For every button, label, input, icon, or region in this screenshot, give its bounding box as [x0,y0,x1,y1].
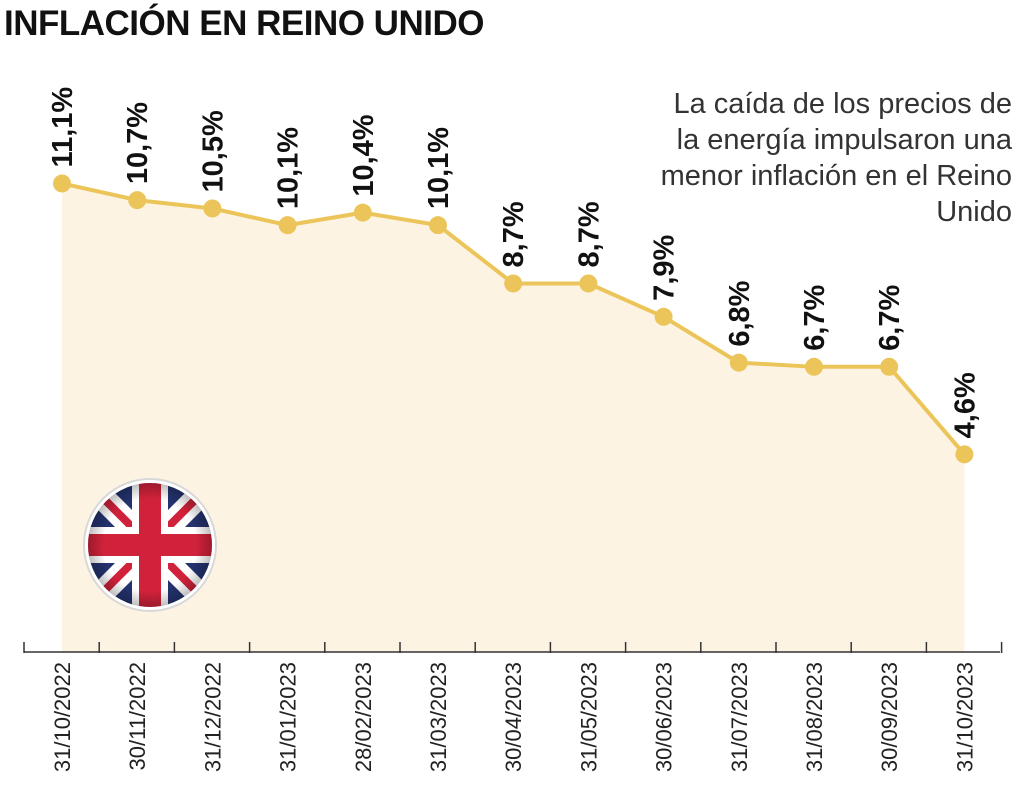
x-tick-label: 31/08/2023 [802,662,827,772]
data-label: 8,7% [573,201,605,267]
x-tick-label: 31/05/2023 [576,662,601,772]
data-point [654,307,673,326]
data-label: 6,7% [874,284,906,350]
chart-annotation: La caída de los precios de la energía im… [660,88,1012,228]
data-label: 10,1% [273,127,305,209]
x-tick-label: 31/10/2022 [50,662,75,772]
x-tick-label: 31/10/2023 [952,662,977,772]
chart-title: INFLACIÓN EN REINO UNIDO [4,4,484,43]
data-label: 6,8% [724,280,756,346]
data-point [729,353,748,372]
data-point [128,191,147,210]
data-point [955,445,974,464]
data-point [880,357,899,376]
data-point [805,357,823,376]
data-label: 10,4% [348,114,380,196]
data-point [53,174,71,193]
data-label: 6,7% [799,284,831,350]
series-area [62,183,965,652]
data-label: 10,5% [197,110,229,192]
x-tick-label: 30/06/2023 [652,662,677,772]
data-label: 10,7% [122,102,154,184]
x-tick-label: 31/03/2023 [426,662,451,772]
x-tick-label: 28/02/2023 [351,662,376,772]
data-point [579,274,598,293]
data-label: 10,1% [423,127,455,209]
data-point [429,216,447,235]
data-point [353,203,372,222]
x-tick-label: 31/12/2022 [200,662,225,772]
united-kingdom-flag-icon [83,478,217,612]
data-label: 7,9% [649,234,681,300]
data-point [278,216,297,235]
data-label: 8,7% [498,201,530,267]
x-tick-label: 30/04/2023 [501,662,526,772]
data-label: 11,1% [47,87,79,168]
data-point [203,199,222,218]
data-label: 4,6% [949,372,981,438]
x-tick-label: 30/11/2022 [125,662,150,770]
data-point [504,274,523,293]
x-tick-label: 31/07/2023 [727,662,752,772]
x-tick-label: 30/09/2023 [877,662,902,772]
x-tick-label: 31/01/2023 [276,662,301,772]
